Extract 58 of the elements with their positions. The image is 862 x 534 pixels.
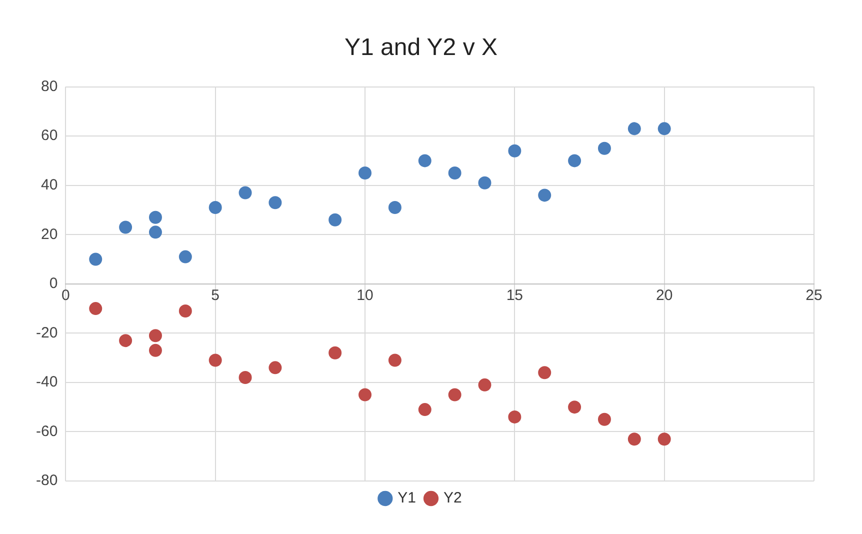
legend-label: Y2 [444, 490, 462, 507]
point [89, 252, 102, 266]
point [658, 432, 671, 446]
y-tick-label: -20 [36, 324, 58, 342]
x-tick-label: 25 [806, 287, 822, 304]
point [328, 213, 342, 226]
point [358, 166, 372, 180]
x-tick-label: 10 [356, 287, 374, 304]
legend-label: Y1 [398, 490, 416, 507]
point [208, 354, 222, 367]
point [89, 302, 102, 316]
chart-title: Y1 and Y2 v X [344, 34, 498, 62]
point [598, 142, 611, 155]
point [148, 329, 162, 342]
point [628, 122, 641, 136]
point [448, 388, 462, 402]
point [538, 188, 552, 202]
point [358, 388, 372, 402]
y-tick-label: 80 [40, 78, 58, 95]
y-tick-label: -40 [36, 374, 58, 391]
point [208, 201, 222, 214]
y-tick-label: 20 [40, 226, 58, 243]
x-tick-label: 15 [506, 287, 524, 304]
point [148, 210, 162, 224]
point [238, 186, 252, 200]
point [148, 344, 162, 357]
point [268, 196, 282, 210]
point [268, 361, 282, 374]
point [658, 122, 671, 136]
y-tick-label: 60 [40, 127, 58, 144]
y-tick-label: -80 [36, 472, 58, 490]
point [388, 354, 402, 367]
point [238, 371, 252, 384]
point [418, 403, 432, 416]
x-tick-label: 20 [656, 287, 673, 304]
point [538, 366, 552, 380]
point [178, 250, 192, 264]
point [598, 412, 611, 426]
point [148, 226, 162, 239]
y-tick-label: 40 [40, 176, 58, 194]
point [478, 378, 492, 392]
point [508, 410, 522, 424]
x-tick-label: 5 [211, 287, 220, 304]
point [178, 304, 192, 318]
point [448, 166, 462, 180]
point [478, 176, 492, 190]
point [508, 144, 522, 158]
point [119, 220, 132, 234]
point [328, 346, 342, 360]
y-tick-label: 0 [49, 275, 58, 292]
y-tick-label: -60 [36, 422, 58, 440]
point [568, 400, 582, 414]
point [119, 334, 132, 348]
x-tick-label: 0 [62, 287, 70, 304]
point [418, 154, 432, 168]
point [388, 201, 402, 214]
point [568, 154, 582, 168]
point [628, 432, 641, 446]
